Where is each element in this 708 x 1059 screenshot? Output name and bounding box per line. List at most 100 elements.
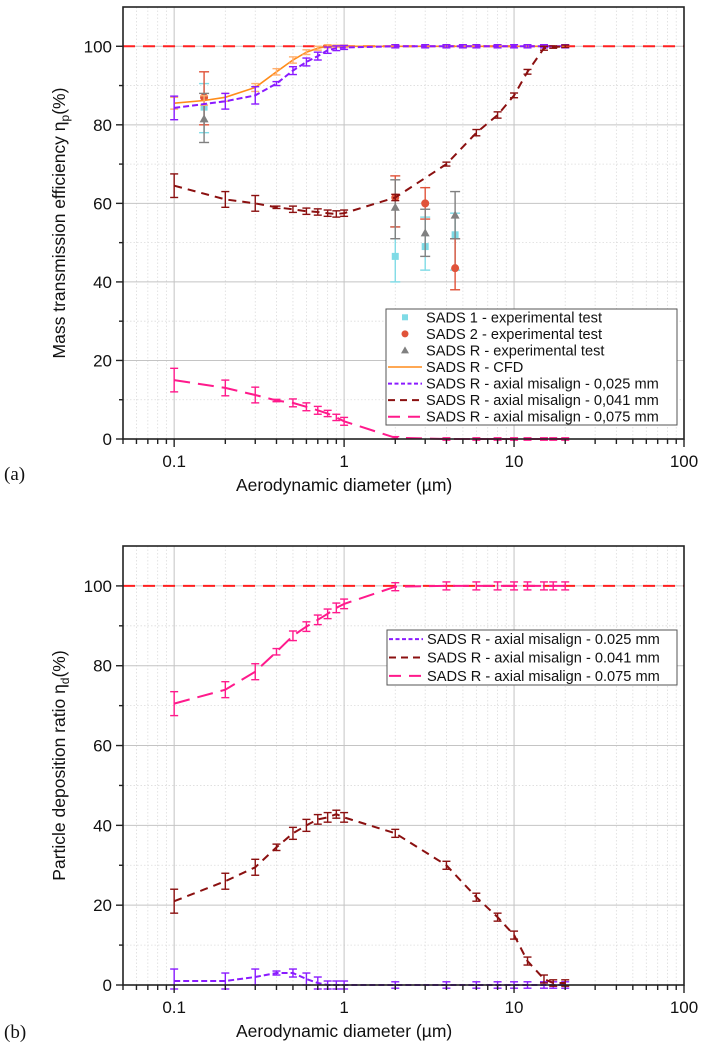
error-bar xyxy=(323,409,332,418)
series-sads-r-axial-misalign-0-025-mm xyxy=(170,44,570,121)
error-bar xyxy=(472,581,481,591)
x-tick-label: 10 xyxy=(505,452,524,471)
error-bar xyxy=(251,86,260,105)
error-bar xyxy=(510,581,519,591)
error-bar xyxy=(391,828,400,839)
x-axis-title: Aerodynamic diameter (µm) xyxy=(236,475,452,495)
error-bar xyxy=(302,402,311,412)
error-bar xyxy=(421,44,430,49)
data-point xyxy=(390,179,401,240)
error-bar xyxy=(391,193,400,202)
error-bar xyxy=(539,974,548,984)
legend-item: SADS R - CFD xyxy=(388,360,523,376)
triangle-marker xyxy=(450,210,460,219)
triangle-marker xyxy=(420,228,430,237)
y-tick-label: 0 xyxy=(103,430,112,449)
legend-circle-marker xyxy=(401,330,409,338)
error-bar xyxy=(340,811,349,823)
data-point xyxy=(420,208,431,258)
series-line xyxy=(173,813,566,984)
error-bar xyxy=(332,413,341,422)
error-bar xyxy=(272,843,281,852)
circle-marker xyxy=(451,264,460,273)
legend-item: SADS R - experimental test xyxy=(401,343,604,359)
error-bar xyxy=(288,398,297,408)
y-axis-title: Mass transmission efficiency ηp(%) xyxy=(49,88,72,359)
error-bar xyxy=(391,582,400,592)
x-tick-label: 1 xyxy=(339,452,348,471)
error-bar xyxy=(493,44,502,49)
error-bar xyxy=(340,44,349,51)
y-tick-label: 40 xyxy=(93,273,112,292)
error-bar xyxy=(391,44,400,49)
error-bar xyxy=(523,44,532,49)
error-bar xyxy=(313,405,322,415)
error-bar xyxy=(302,49,311,56)
circle-marker xyxy=(421,199,430,208)
legend-label: SADS 2 - experimental test xyxy=(426,327,602,343)
error-bar xyxy=(442,44,451,49)
error-bar xyxy=(523,956,532,966)
error-bar xyxy=(332,45,341,52)
y-axis-title-suffix: (%) xyxy=(49,88,69,115)
legend-label: SADS R - experimental test xyxy=(426,343,604,359)
error-bar xyxy=(332,210,341,218)
y-axis-title-main: Particle deposition ratio η xyxy=(49,684,69,881)
error-bar xyxy=(313,51,322,61)
y-tick-label: 100 xyxy=(84,37,112,56)
error-bar xyxy=(251,663,260,681)
error-bar xyxy=(302,57,311,67)
x-tick-label: 100 xyxy=(670,452,698,471)
error-bar xyxy=(170,173,179,199)
error-bar xyxy=(323,209,332,218)
grid xyxy=(123,546,684,985)
error-bar xyxy=(472,892,481,902)
error-bar xyxy=(510,44,519,49)
plot-frame xyxy=(122,6,685,440)
error-bar xyxy=(288,826,297,841)
chart-panel-b: 0.1 1 10 100 0 20 40 60 80 100 Aerodynamic diamete… xyxy=(4,545,698,1043)
error-bar xyxy=(442,161,451,167)
error-bar xyxy=(272,970,281,976)
legend-label: SADS R - axial misalign - 0,025 mm xyxy=(426,377,659,393)
x-tick-label: 0.1 xyxy=(162,452,186,471)
error-bar xyxy=(302,621,311,633)
y-tick-label: 60 xyxy=(93,194,112,213)
data-point xyxy=(450,190,461,240)
series-sads-r-axial-misalign-0-041-mm xyxy=(170,44,570,218)
error-bar xyxy=(288,56,297,64)
y-axis-title-suffix: (%) xyxy=(49,650,69,677)
error-bar xyxy=(323,46,332,55)
error-bar xyxy=(313,45,322,51)
error-bar xyxy=(302,818,311,833)
error-bar xyxy=(272,398,281,403)
plot-frame xyxy=(122,545,685,986)
error-bar xyxy=(539,45,548,51)
error-bar xyxy=(221,680,230,699)
error-bar xyxy=(323,608,332,620)
error-bar xyxy=(539,581,548,591)
legend-label: SADS R - axial misalign - 0,075 mm xyxy=(426,410,659,426)
y-axis-title-subscript: d xyxy=(58,678,72,685)
error-bar xyxy=(288,65,297,76)
legend-label: SADS R - axial misalign - 0.075 mm xyxy=(427,669,660,685)
error-bar xyxy=(170,95,179,121)
error-bar xyxy=(493,111,502,119)
y-axis-title-main: Mass transmission efficiency η xyxy=(49,121,69,358)
panel-label: (a) xyxy=(4,464,25,485)
data-point xyxy=(199,92,210,144)
error-bar xyxy=(288,205,297,214)
error-bar xyxy=(272,205,281,210)
x-tick-label: 100 xyxy=(670,998,698,1017)
error-bar xyxy=(221,379,230,397)
error-bar xyxy=(221,190,230,208)
error-bar xyxy=(221,872,230,890)
error-bar xyxy=(323,811,332,823)
x-tick-label: 0.1 xyxy=(162,998,186,1017)
legend-box xyxy=(385,308,678,426)
series-sads-r-axial-misalign-0-041-mm xyxy=(170,809,570,987)
error-bar xyxy=(302,207,311,216)
legend-label: SADS 1 - experimental test xyxy=(426,310,602,326)
y-axis-title-subscript: p xyxy=(58,114,72,121)
error-bar xyxy=(510,92,519,99)
